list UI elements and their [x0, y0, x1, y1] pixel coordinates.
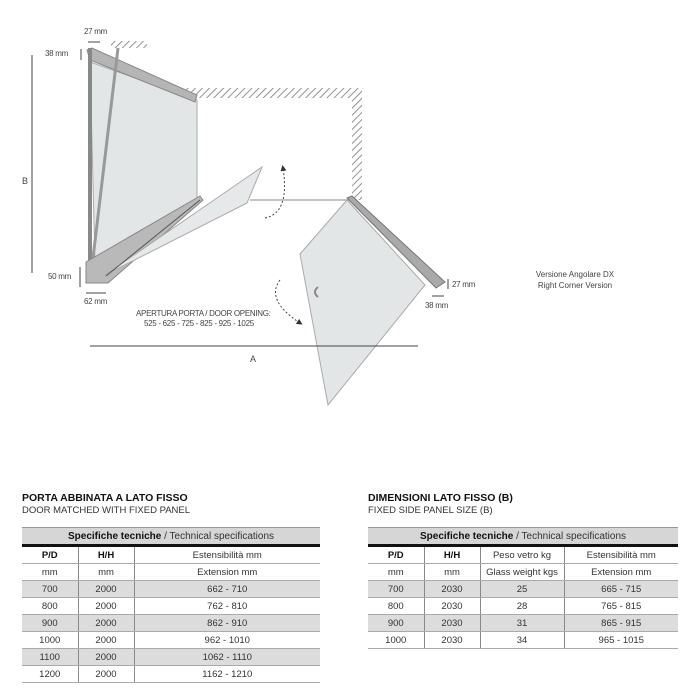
table-cell: 1000: [368, 631, 425, 649]
shower-diagram: [31, 41, 449, 407]
table-cell: 1162 - 1210: [134, 665, 320, 683]
table-cell: 1200: [22, 665, 79, 683]
table-row: 1000 2030 34 965 - 1015: [368, 631, 678, 649]
right-spec-table: Specifiche tecniche / Technical specific…: [368, 527, 678, 649]
left-spec-table: Specifiche tecniche / Technical specific…: [22, 527, 320, 683]
table-cell: 662 - 710: [134, 580, 320, 598]
table-cell: 2030: [424, 631, 481, 649]
header-pd: P/D: [368, 545, 425, 564]
dim-right-height: 27 mm: [452, 280, 475, 289]
table-row: 1200 2000 1162 - 1210: [22, 665, 320, 683]
table-cell: 34: [480, 631, 565, 649]
unit-extension: Extension mm: [564, 563, 678, 581]
dim-top-width: 27 mm: [84, 27, 107, 36]
door-opening-values: 525 - 625 - 725 - 825 - 925 - 1025: [144, 319, 254, 328]
unit-pd: mm: [368, 563, 425, 581]
table-caption: Specifiche tecniche / Technical specific…: [22, 527, 320, 547]
table-cell: 28: [480, 597, 565, 615]
right-section-subtitle: FIXED SIDE PANEL SIZE (B): [368, 505, 493, 516]
left-section-title: PORTA ABBINATA A LATO FISSO: [22, 492, 188, 504]
table-row: 700 2000 662 - 710: [22, 580, 320, 598]
ceiling-mount-hatch: [111, 41, 147, 48]
table-cell: 2030: [424, 597, 481, 615]
table-cell: 800: [368, 597, 425, 615]
table-cell: 2000: [78, 631, 135, 649]
table-cell: 762 - 810: [134, 597, 320, 615]
dim-bottom-width: 62 mm: [84, 297, 107, 306]
header-extension: Estensibilità mm: [564, 545, 678, 564]
header-hh: H/H: [78, 545, 135, 564]
header-glass-weight: Peso vetro kg: [480, 545, 565, 564]
table-cell: 900: [22, 614, 79, 632]
table-cell: 2000: [78, 597, 135, 615]
table-row: 800 2000 762 - 810: [22, 597, 320, 615]
version-label: Versione Angolare DX Right Corner Versio…: [520, 269, 630, 291]
table-cell: 965 - 1015: [564, 631, 678, 649]
table-cell: 900: [368, 614, 425, 632]
unit-extension: Extension mm: [134, 563, 320, 581]
dim-right-width: 38 mm: [425, 301, 448, 310]
dim-label-b: B: [22, 176, 28, 186]
back-wall-hatch: [178, 88, 362, 98]
table-cell: 962 - 1010: [134, 631, 320, 649]
table-cell: 2000: [78, 665, 135, 683]
table-cell: 700: [22, 580, 79, 598]
door-opening-label: APERTURA PORTA / DOOR OPENING:: [136, 309, 271, 318]
table-cell: 1000: [22, 631, 79, 649]
table-cell: 800: [22, 597, 79, 615]
table-row: 800 2030 28 765 - 815: [368, 597, 678, 615]
version-it: Versione Angolare DX: [535, 270, 615, 279]
table-caption: Specifiche tecniche / Technical specific…: [368, 527, 678, 547]
table-row: 900 2030 31 865 - 915: [368, 614, 678, 632]
unit-glass-weight: Glass weight kgs: [480, 563, 565, 581]
dim-bottom-height: 50 mm: [48, 272, 71, 281]
table-cell: 2000: [78, 648, 135, 666]
side-wall-hatch: [352, 88, 362, 200]
table-cell: 2030: [424, 614, 481, 632]
door-glass-right: [299, 199, 426, 407]
table-cell: 31: [480, 614, 565, 632]
header-pd: P/D: [22, 545, 79, 564]
table-row: 1100 2000 1062 - 1110: [22, 648, 320, 666]
table-cell: 25: [480, 580, 565, 598]
table-cell: 1062 - 1110: [134, 648, 320, 666]
header-hh: H/H: [424, 545, 481, 564]
table-row: 700 2030 25 665 - 715: [368, 580, 678, 598]
table-cell: 865 - 915: [564, 614, 678, 632]
dim-label-a: A: [250, 354, 256, 364]
left-section-subtitle: DOOR MATCHED WITH FIXED PANEL: [22, 505, 191, 516]
dim-top-height: 38 mm: [45, 49, 68, 58]
table-cell: 2000: [78, 614, 135, 632]
unit-pd: mm: [22, 563, 79, 581]
version-en: Right Corner Version: [537, 281, 613, 290]
table-cell: 2000: [78, 580, 135, 598]
table-row: 1000 2000 962 - 1010: [22, 631, 320, 649]
table-cell: 1100: [22, 648, 79, 666]
unit-hh: mm: [78, 563, 135, 581]
header-extension: Estensibilità mm: [134, 545, 320, 564]
table-row: 900 2000 862 - 910: [22, 614, 320, 632]
table-cell: 700: [368, 580, 425, 598]
table-cell: 765 - 815: [564, 597, 678, 615]
table-cell: 665 - 715: [564, 580, 678, 598]
right-section-title: DIMENSIONI LATO FISSO (B): [368, 492, 513, 504]
right-profile: [346, 195, 446, 289]
unit-hh: mm: [424, 563, 481, 581]
table-cell: 2030: [424, 580, 481, 598]
door-glass-open: [104, 165, 264, 276]
table-cell: 862 - 910: [134, 614, 320, 632]
